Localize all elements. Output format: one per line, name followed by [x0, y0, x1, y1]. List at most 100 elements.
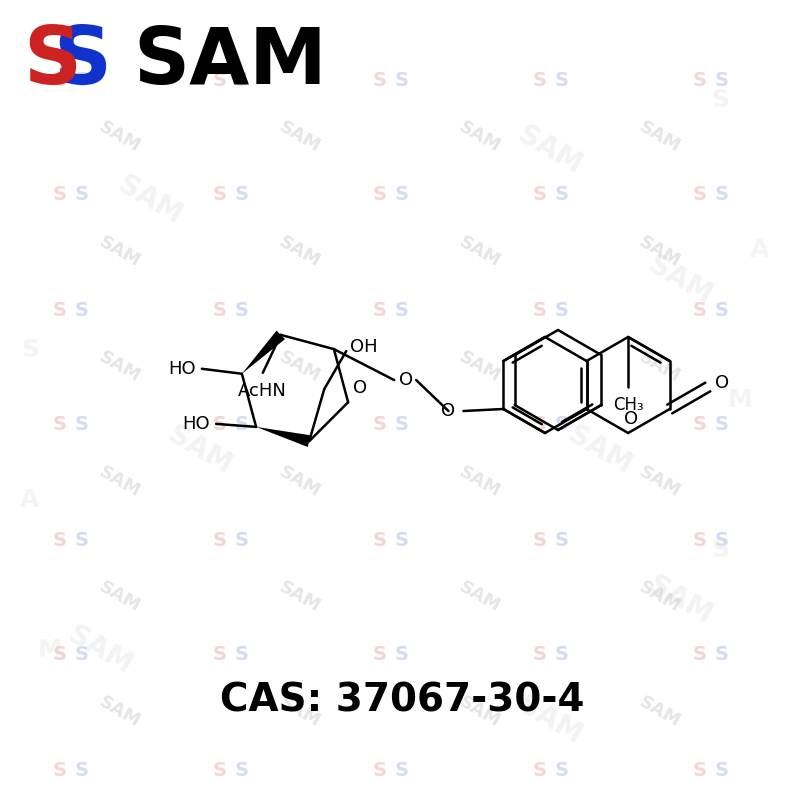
Text: S: S [235, 531, 249, 549]
Text: S: S [213, 415, 227, 435]
Text: S: S [533, 301, 547, 319]
Text: S: S [715, 531, 729, 549]
Text: S: S [235, 760, 249, 780]
Text: S: S [533, 531, 547, 549]
Text: S: S [53, 531, 67, 549]
Text: M: M [728, 388, 753, 412]
Text: S: S [373, 301, 387, 319]
Text: S: S [555, 531, 569, 549]
Text: HO: HO [168, 360, 196, 378]
Text: S: S [693, 186, 707, 204]
Text: S: S [395, 415, 409, 435]
Text: SAM: SAM [276, 578, 324, 616]
Text: SAM: SAM [96, 348, 144, 386]
Text: S: S [395, 646, 409, 664]
Text: S: S [235, 646, 249, 664]
Text: SAM: SAM [643, 570, 717, 629]
Text: S: S [75, 531, 89, 549]
Text: SAM: SAM [96, 463, 144, 501]
Text: A: A [750, 238, 770, 262]
Text: O: O [441, 402, 456, 420]
Text: S: S [395, 760, 409, 780]
Text: S: S [693, 531, 707, 549]
Polygon shape [256, 427, 311, 447]
Text: OH: OH [350, 338, 378, 356]
Text: S: S [715, 646, 729, 664]
Text: S: S [373, 760, 387, 780]
Text: SAM: SAM [563, 421, 637, 479]
Text: S: S [693, 760, 707, 780]
Text: S: S [75, 760, 89, 780]
Text: S: S [693, 415, 707, 435]
Text: S: S [373, 415, 387, 435]
Text: SAM: SAM [276, 463, 324, 501]
Text: S: S [75, 301, 89, 319]
Text: S: S [53, 23, 111, 101]
Text: S: S [715, 301, 729, 319]
Text: S: S [693, 70, 707, 90]
Text: S: S [213, 70, 227, 90]
Text: SAM: SAM [456, 233, 504, 271]
Text: S: S [555, 760, 569, 780]
Text: S: S [555, 186, 569, 204]
Text: S: S [235, 186, 249, 204]
Text: S: S [395, 186, 409, 204]
Text: S: S [693, 301, 707, 319]
Text: CAS: 37067-30-4: CAS: 37067-30-4 [220, 681, 584, 719]
Text: S: S [53, 415, 67, 435]
Text: SAM: SAM [636, 578, 684, 616]
Polygon shape [242, 330, 285, 374]
Text: S: S [533, 760, 547, 780]
Text: SAM: SAM [636, 233, 684, 271]
Text: SAM: SAM [133, 24, 327, 100]
Text: AcHN: AcHN [238, 382, 287, 400]
Text: S: S [711, 88, 729, 112]
Text: S: S [235, 301, 249, 319]
Text: S: S [373, 531, 387, 549]
Text: SAM: SAM [96, 693, 144, 731]
Text: S: S [533, 646, 547, 664]
Text: CH₃: CH₃ [613, 396, 643, 414]
Text: S: S [533, 186, 547, 204]
Text: SAM: SAM [456, 118, 504, 156]
Text: SAM: SAM [456, 578, 504, 616]
Text: O: O [353, 379, 367, 398]
Text: SAM: SAM [276, 118, 324, 156]
Text: SAM: SAM [636, 348, 684, 386]
Text: SAM: SAM [636, 463, 684, 501]
Text: SAM: SAM [456, 693, 504, 731]
Text: S: S [715, 415, 729, 435]
Text: S: S [395, 531, 409, 549]
Text: S: S [533, 415, 547, 435]
Text: S: S [533, 70, 547, 90]
Text: S: S [373, 646, 387, 664]
Text: SAM: SAM [636, 118, 684, 156]
Text: SAM: SAM [96, 233, 144, 271]
Text: SAM: SAM [63, 621, 137, 680]
Text: SAM: SAM [163, 421, 237, 479]
Text: SAM: SAM [276, 693, 324, 731]
Text: SAM: SAM [513, 691, 587, 749]
Text: S: S [235, 70, 249, 90]
Text: S: S [373, 70, 387, 90]
Text: SAM: SAM [113, 170, 187, 229]
Text: SAM: SAM [456, 463, 504, 501]
Text: S: S [53, 301, 67, 319]
Text: S: S [711, 538, 729, 562]
Text: SAM: SAM [96, 578, 144, 616]
Text: S: S [213, 646, 227, 664]
Text: S: S [715, 186, 729, 204]
Text: S: S [23, 23, 81, 101]
Text: S: S [53, 646, 67, 664]
Text: S: S [395, 70, 409, 90]
Text: SAM: SAM [643, 250, 717, 309]
Text: S: S [555, 415, 569, 435]
Text: S: S [53, 186, 67, 204]
Text: S: S [715, 760, 729, 780]
Text: HO: HO [182, 415, 210, 433]
Text: S: S [213, 186, 227, 204]
Text: S: S [555, 646, 569, 664]
Text: SAM: SAM [636, 693, 684, 731]
Text: S: S [75, 415, 89, 435]
Text: S: S [75, 646, 89, 664]
